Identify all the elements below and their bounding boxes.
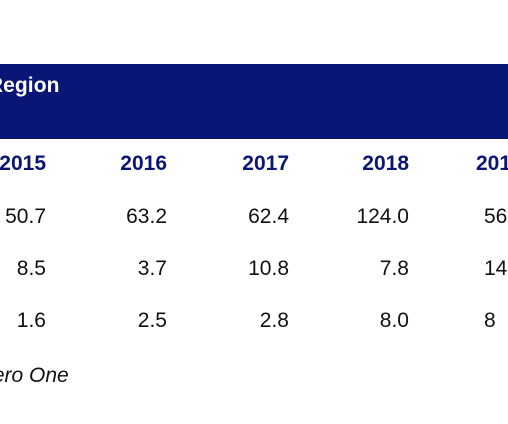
table-title: ent Per Region — [0, 74, 60, 97]
table-cell: 7.8 — [379, 257, 409, 280]
table-cell: 2.5 — [137, 309, 167, 332]
column-header-2015: 2015 — [0, 152, 46, 175]
table-cell: 8.0 — [379, 309, 409, 332]
table-cell: 14 — [484, 257, 508, 280]
column-header-2018: 2018 — [362, 152, 409, 175]
column-header-201: 201 — [476, 152, 508, 175]
table-cell: 1.6 — [16, 309, 46, 332]
source-note: G, Zero One — [0, 364, 69, 387]
table-title-band: ent Per Region — [0, 64, 508, 139]
table-cell: 8 — [484, 309, 496, 332]
table-cell: 8.5 — [16, 257, 46, 280]
table-cell: 3.7 — [137, 257, 167, 280]
column-header-2016: 2016 — [120, 152, 167, 175]
table-cell: 56 — [484, 205, 508, 228]
table-cell: 2.8 — [259, 309, 289, 332]
table-cell: 62.4 — [248, 205, 289, 228]
table-cell: 63.2 — [126, 205, 167, 228]
table-cell: 50.7 — [5, 205, 46, 228]
table-cell: 124.0 — [356, 205, 409, 228]
column-header-2017: 2017 — [242, 152, 289, 175]
table-cell: 10.8 — [248, 257, 289, 280]
